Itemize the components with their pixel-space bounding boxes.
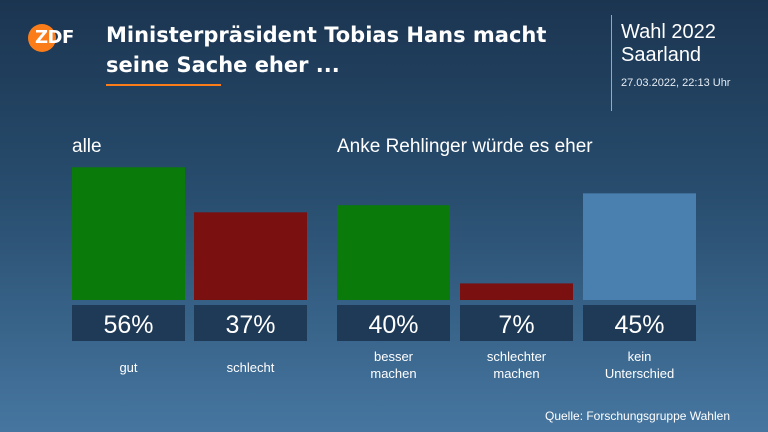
page-title: Ministerpräsident Tobias Hans macht sein… <box>106 23 547 77</box>
category-label: schlechter <box>487 349 547 364</box>
chart-title-rehlinger: Anke Rehlinger würde es eher <box>337 136 593 157</box>
value-box <box>583 305 696 341</box>
header-divider <box>611 15 612 111</box>
zdf-logo: ZDF <box>28 24 96 52</box>
chart-title-alle: alle <box>72 136 102 157</box>
value-box <box>337 305 450 341</box>
value-box <box>460 305 573 341</box>
title-underline <box>106 84 221 86</box>
category-label: schlecht <box>227 360 275 375</box>
category-label: machen <box>493 366 539 381</box>
category-label: besser <box>374 349 414 364</box>
data-label: 45% <box>614 311 664 339</box>
bar <box>337 205 450 300</box>
data-label: 56% <box>103 311 153 339</box>
category-label: kein <box>628 349 652 364</box>
bar <box>72 167 185 300</box>
logo-text: ZDF <box>35 27 74 48</box>
bar <box>460 283 573 300</box>
category-label: Unterschied <box>605 366 674 381</box>
data-label: 40% <box>368 311 418 339</box>
value-box <box>194 305 307 341</box>
category-label: machen <box>370 366 416 381</box>
bar <box>583 193 696 300</box>
category-label: gut <box>119 360 137 375</box>
data-label: 37% <box>225 311 275 339</box>
source-note: Quelle: Forschungsgruppe Wahlen <box>545 409 730 423</box>
election-label: Wahl 2022 Saarland <box>621 21 716 66</box>
timestamp: 27.03.2022, 22:13 Uhr <box>621 77 731 89</box>
bar <box>194 212 307 300</box>
value-box <box>72 305 185 341</box>
logo-circle <box>28 24 56 52</box>
data-label: 7% <box>498 311 534 339</box>
